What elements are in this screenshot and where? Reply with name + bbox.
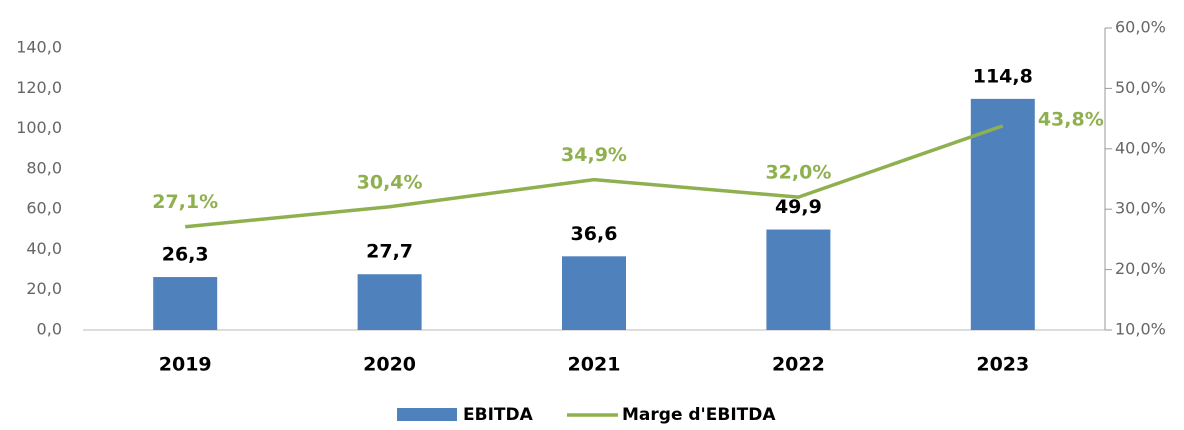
line-label: 30,4% xyxy=(357,171,423,193)
y-tick-label: 0,0 xyxy=(37,320,62,339)
y2-tick-label: 20,0% xyxy=(1115,259,1166,278)
bar xyxy=(766,229,831,330)
line-label: 34,9% xyxy=(561,144,627,166)
line-label: 43,8% xyxy=(1038,108,1104,130)
x-tick-label: 2020 xyxy=(363,354,416,376)
bar xyxy=(153,277,218,330)
bar xyxy=(357,274,422,330)
y2-tick-label: 40,0% xyxy=(1115,138,1166,157)
x-tick-label: 2021 xyxy=(568,354,621,376)
x-tick-label: 2019 xyxy=(159,354,212,376)
bar xyxy=(562,256,626,330)
line-label: 32,0% xyxy=(765,162,831,184)
y-tick-label: 100,0 xyxy=(16,118,62,137)
bar-label: 36,6 xyxy=(571,223,618,245)
legend-swatch xyxy=(397,408,457,421)
y2-tick-label: 60,0% xyxy=(1115,18,1166,37)
line-label: 27,1% xyxy=(152,191,218,213)
bar xyxy=(970,98,1035,331)
bar-label: 26,3 xyxy=(162,244,209,266)
y-tick-label: 120,0 xyxy=(16,78,62,97)
legend-label: Marge d'EBITDA xyxy=(622,405,776,425)
y-tick-label: 80,0 xyxy=(26,158,62,177)
y-tick-label: 140,0 xyxy=(16,38,62,57)
bar-label: 49,9 xyxy=(775,196,822,218)
y-tick-label: 40,0 xyxy=(26,239,62,258)
bar-label: 27,7 xyxy=(366,241,413,263)
y2-tick-label: 10,0% xyxy=(1115,320,1166,339)
y-tick-label: 20,0 xyxy=(26,279,62,298)
line xyxy=(185,124,1004,229)
x-tick-label: 2023 xyxy=(976,354,1029,376)
x-tick-label: 2022 xyxy=(772,354,825,376)
y2-tick-label: 50,0% xyxy=(1115,78,1166,97)
y-tick-label: 60,0 xyxy=(26,199,62,218)
y2-tick-label: 30,0% xyxy=(1115,199,1166,218)
legend-label: EBITDA xyxy=(463,405,534,425)
bar-label: 114,8 xyxy=(973,65,1033,87)
